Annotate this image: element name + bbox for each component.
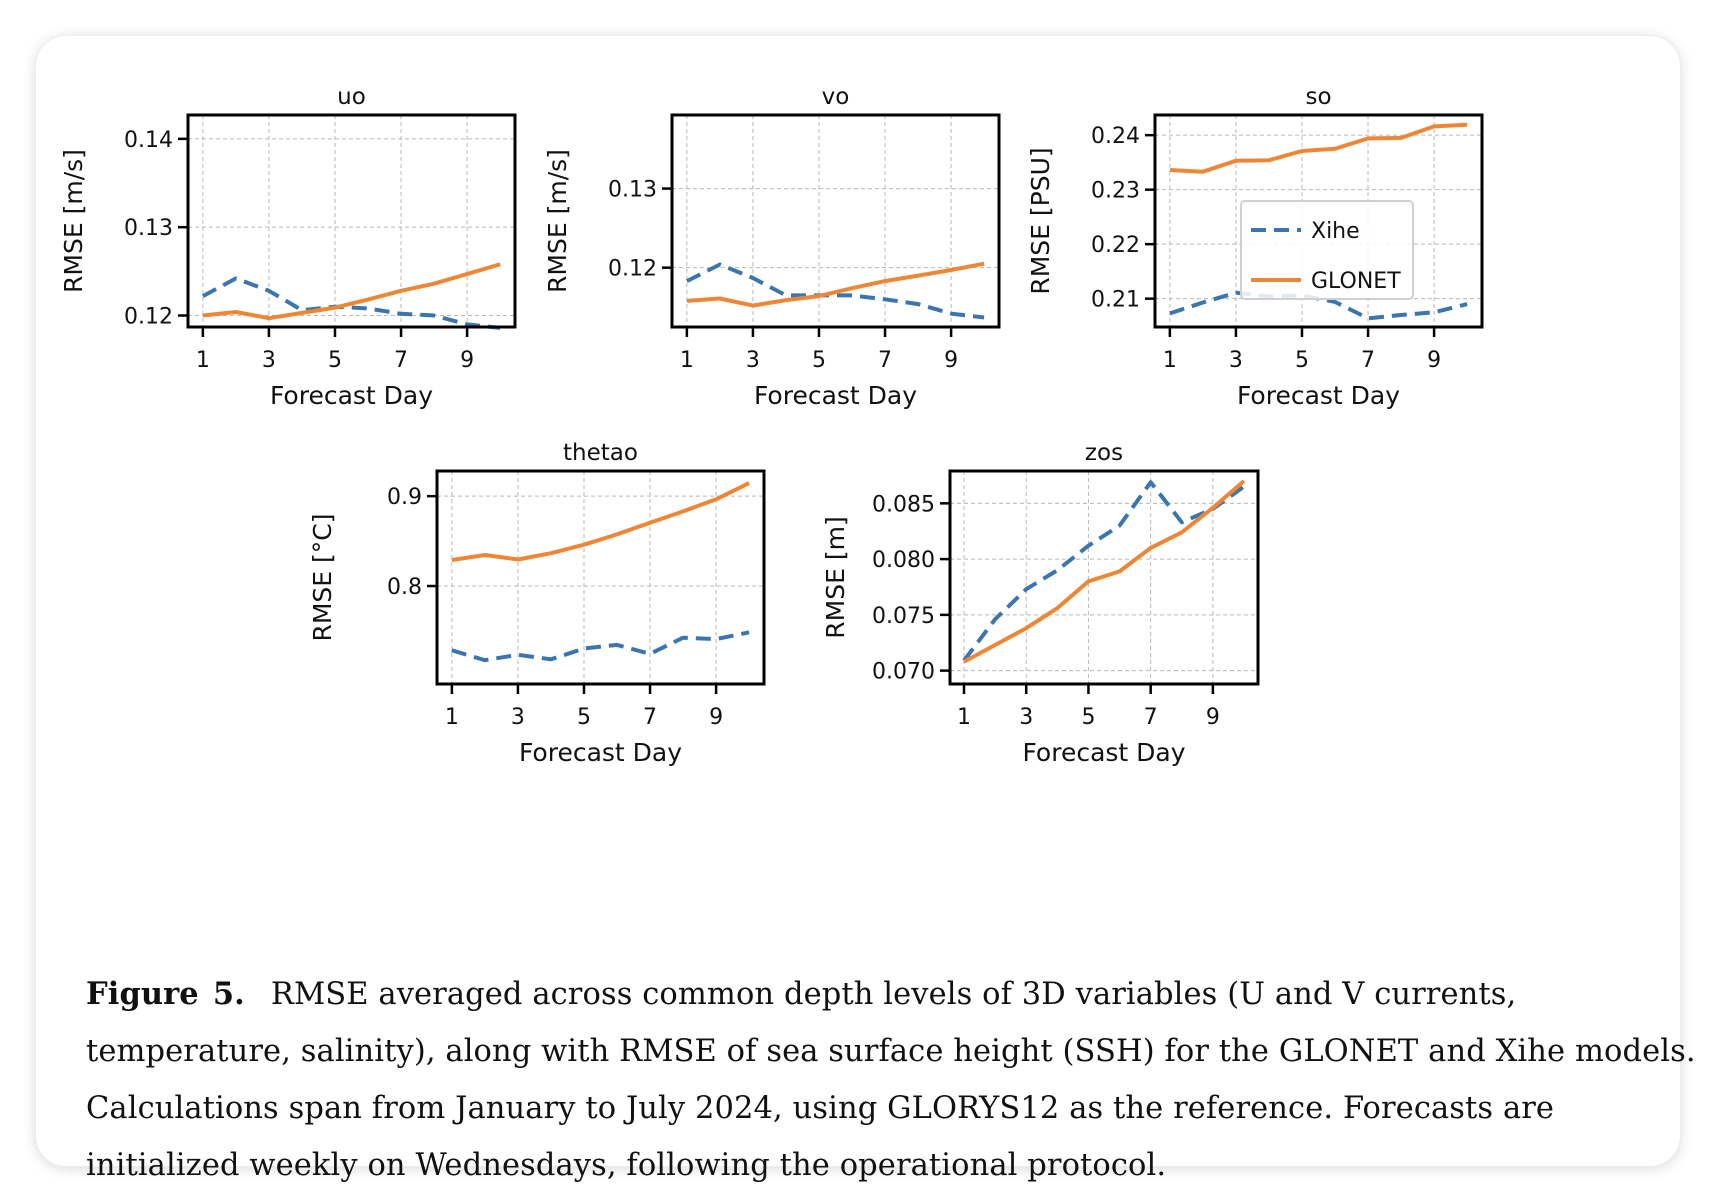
uo-title: uo xyxy=(337,84,366,110)
vo-xtick-label-2: 5 xyxy=(812,348,826,373)
uo-xlabel: Forecast Day xyxy=(270,381,433,410)
so-title: so xyxy=(1305,84,1331,110)
thetao-xtick-label-2: 5 xyxy=(577,705,591,730)
zos-ylabel: RMSE [m] xyxy=(821,516,850,638)
so-series-glonet xyxy=(1169,122,1468,174)
vo-series-glonet xyxy=(686,261,985,308)
uo-ytick-label-0: 0.12 xyxy=(124,305,173,330)
figure-card: 1 3 5 7 9 0.12 0.13 0.14 uo Forecast Day RMSE [m/s… xyxy=(36,36,1696,1183)
vo-xlabel: Forecast Day xyxy=(754,381,917,410)
chart-zos: 1 3 5 7 9 0.070 0.075 0.080 0.085 zos Forecast Day… xyxy=(821,440,1260,767)
uo-ytick-label-1: 0.13 xyxy=(124,216,173,241)
so-ytick-label-3: 0.24 xyxy=(1091,124,1140,149)
uo-xtick-label-1: 3 xyxy=(262,348,276,373)
vo-ytick-label-0: 0.12 xyxy=(608,257,657,282)
figure-plots: 1 3 5 7 9 0.12 0.13 0.14 uo Forecast Day RMSE [m/s… xyxy=(59,84,1484,767)
thetao-axes-frame xyxy=(435,469,766,686)
so-ylabel: RMSE [PSU] xyxy=(1026,147,1055,294)
uo-xtick-label-2: 5 xyxy=(328,348,342,373)
thetao-title: thetao xyxy=(563,440,638,466)
legend-label-glonet: GLONET xyxy=(1311,269,1401,294)
vo-series-xihe xyxy=(686,262,985,320)
thetao-xlabel: Forecast Day xyxy=(519,738,682,767)
so-ytick-label-2: 0.23 xyxy=(1091,179,1140,204)
chart-uo: 1 3 5 7 9 0.12 0.13 0.14 uo Forecast Day RMSE [m/s… xyxy=(59,84,517,410)
thetao-xtick-label-0: 1 xyxy=(445,705,459,730)
caption-label: Figure 5. xyxy=(86,976,245,1012)
so-xtick-label-1: 3 xyxy=(1229,348,1243,373)
uo-xtick-label-4: 9 xyxy=(460,348,474,373)
thetao-xtick-label-1: 3 xyxy=(511,705,525,730)
vo-xtick-label-4: 9 xyxy=(944,348,958,373)
zos-xtick-label-1: 3 xyxy=(1019,705,1033,730)
so-xtick-label-2: 5 xyxy=(1295,348,1309,373)
thetao-xtick-label-3: 7 xyxy=(643,705,657,730)
chart-thetao: 1 3 5 7 9 0.8 0.9 thetao Forecast Day RMSE [°C] xyxy=(308,440,766,767)
chart-so: 1 3 5 7 9 0.21 0.22 0.23 0.24 so Forecast Day RMSE … xyxy=(1026,84,1484,410)
zos-xtick-label-3: 7 xyxy=(1144,705,1158,730)
uo-xtick-label-0: 1 xyxy=(196,348,210,373)
caption-label-number: 5. xyxy=(212,976,245,1012)
uo-ytick-label-2: 0.14 xyxy=(124,128,173,153)
thetao-ytick-label-1: 0.9 xyxy=(387,485,422,510)
legend-label-xihe: Xihe xyxy=(1311,219,1360,244)
thetao-ylabel: RMSE [°C] xyxy=(308,513,337,641)
legend: Xihe GLONET xyxy=(1240,200,1414,300)
zos-series-xihe xyxy=(962,480,1246,662)
vo-ylabel: RMSE [m/s] xyxy=(543,149,572,293)
zos-series-glonet xyxy=(963,479,1246,664)
chart-vo: 1 3 5 7 9 0.12 0.13 vo Forecast Day RMSE [m/s] xyxy=(543,84,1001,410)
zos-ytick-label-1: 0.075 xyxy=(872,604,935,629)
uo-ylabel: RMSE [m/s] xyxy=(59,149,88,293)
thetao-series-glonet xyxy=(451,481,750,562)
zos-ytick-label-3: 0.085 xyxy=(872,492,935,517)
caption-label-word: Figure xyxy=(86,976,199,1012)
uo-series-glonet xyxy=(202,262,501,321)
thetao-xtick-label-4: 9 xyxy=(709,705,723,730)
so-xtick-label-3: 7 xyxy=(1361,348,1375,373)
zos-axes-frame xyxy=(948,469,1260,686)
zos-xtick-label-0: 1 xyxy=(957,705,971,730)
so-axes-frame xyxy=(1153,113,1484,329)
zos-xlabel: Forecast Day xyxy=(1022,738,1185,767)
vo-xtick-label-0: 1 xyxy=(680,348,694,373)
so-ytick-label-1: 0.22 xyxy=(1091,233,1140,258)
thetao-series-xihe xyxy=(451,630,750,663)
vo-ytick-label-1: 0.13 xyxy=(608,178,657,203)
thetao-ytick-label-0: 0.8 xyxy=(387,575,422,600)
vo-xtick-label-1: 3 xyxy=(746,348,760,373)
zos-ytick-label-0: 0.070 xyxy=(872,660,935,685)
figure-caption: Figure 5. RMSE averaged across common dept… xyxy=(86,966,1706,1194)
zos-ytick-label-2: 0.080 xyxy=(872,548,935,573)
uo-series-xihe xyxy=(201,276,501,330)
zos-xtick-label-4: 9 xyxy=(1206,705,1220,730)
uo-axes-frame xyxy=(186,113,517,329)
vo-axes-frame xyxy=(670,113,1001,329)
so-xlabel: Forecast Day xyxy=(1237,381,1400,410)
vo-xtick-label-3: 7 xyxy=(878,348,892,373)
vo-title: vo xyxy=(822,84,850,110)
so-xtick-label-4: 9 xyxy=(1427,348,1441,373)
so-ytick-label-0: 0.21 xyxy=(1091,288,1140,313)
zos-title: zos xyxy=(1085,440,1123,466)
legend-box xyxy=(1240,200,1414,300)
uo-xtick-label-3: 7 xyxy=(394,348,408,373)
caption-text: RMSE averaged across common depth levels… xyxy=(86,977,1696,1183)
so-xtick-label-0: 1 xyxy=(1163,348,1177,373)
zos-xtick-label-2: 5 xyxy=(1081,705,1095,730)
